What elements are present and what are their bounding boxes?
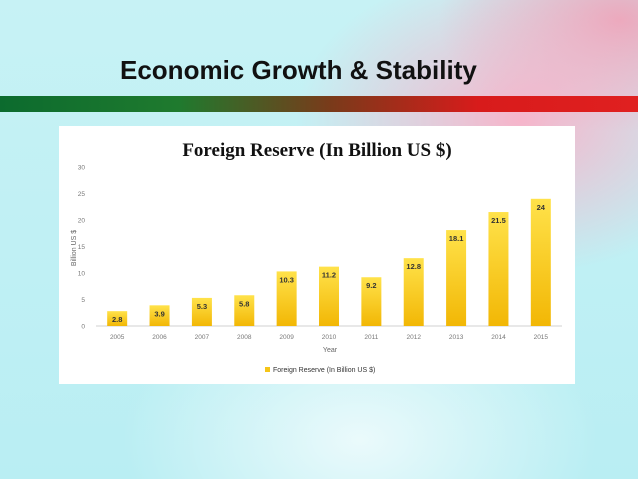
y-tick-label: 10 xyxy=(78,271,86,278)
data-label: 5.8 xyxy=(239,299,249,308)
legend-swatch xyxy=(265,367,270,372)
x-tick-label: 2005 xyxy=(110,334,125,341)
data-label: 9.2 xyxy=(366,281,376,290)
legend: Foreign Reserve (In Billion US $) xyxy=(265,367,375,374)
slide-title: Economic Growth & Stability xyxy=(120,55,477,85)
decorative-band xyxy=(0,96,638,112)
y-tick-label: 20 xyxy=(78,218,86,225)
chart-title: Foreign Reserve (In Billion US $) xyxy=(182,140,451,161)
x-tick-label: 2009 xyxy=(279,334,294,341)
data-label: 5.3 xyxy=(197,302,207,311)
bar xyxy=(446,230,467,326)
x-tick-label: 2013 xyxy=(449,334,464,341)
x-tick-label: 2012 xyxy=(406,334,421,341)
data-label: 21.5 xyxy=(491,216,506,225)
x-tick-label: 2014 xyxy=(491,334,506,341)
x-tick-label: 2015 xyxy=(534,334,549,341)
data-label: 3.9 xyxy=(154,309,164,318)
y-tick-label: 30 xyxy=(78,165,86,172)
bar xyxy=(149,305,170,326)
y-tick-label: 0 xyxy=(81,324,85,331)
y-axis-label: Billion US $ xyxy=(71,230,78,266)
bar xyxy=(530,198,551,326)
data-label: 24 xyxy=(537,203,546,212)
x-tick-label: 2008 xyxy=(237,334,252,341)
y-tick-label: 5 xyxy=(81,297,85,304)
bar xyxy=(319,266,339,326)
x-axis-label: Year xyxy=(323,347,338,354)
x-tick-label: 2010 xyxy=(322,334,337,341)
x-tick-label: 2011 xyxy=(364,334,378,341)
data-label: 2.8 xyxy=(112,315,122,324)
bar xyxy=(276,271,297,326)
data-label: 18.1 xyxy=(449,234,464,243)
x-tick-label: 2006 xyxy=(152,334,167,341)
x-tick-label: 2007 xyxy=(195,334,210,341)
data-label: 10.3 xyxy=(279,275,294,284)
legend-label: Foreign Reserve (In Billion US $) xyxy=(273,367,375,374)
bar-chart: Foreign Reserve (In Billion US $) Billio… xyxy=(71,140,562,374)
data-label: 12.8 xyxy=(406,262,421,271)
bar xyxy=(107,311,128,326)
bar xyxy=(191,297,212,326)
bar xyxy=(361,277,382,326)
bar xyxy=(234,295,255,326)
y-tick-label: 25 xyxy=(78,191,86,198)
bar xyxy=(403,258,424,326)
y-tick-label: 15 xyxy=(78,244,86,251)
bar xyxy=(488,212,509,326)
chart-card: Foreign Reserve (In Billion US $) Billio… xyxy=(59,126,575,384)
data-label: 11.2 xyxy=(322,271,336,280)
